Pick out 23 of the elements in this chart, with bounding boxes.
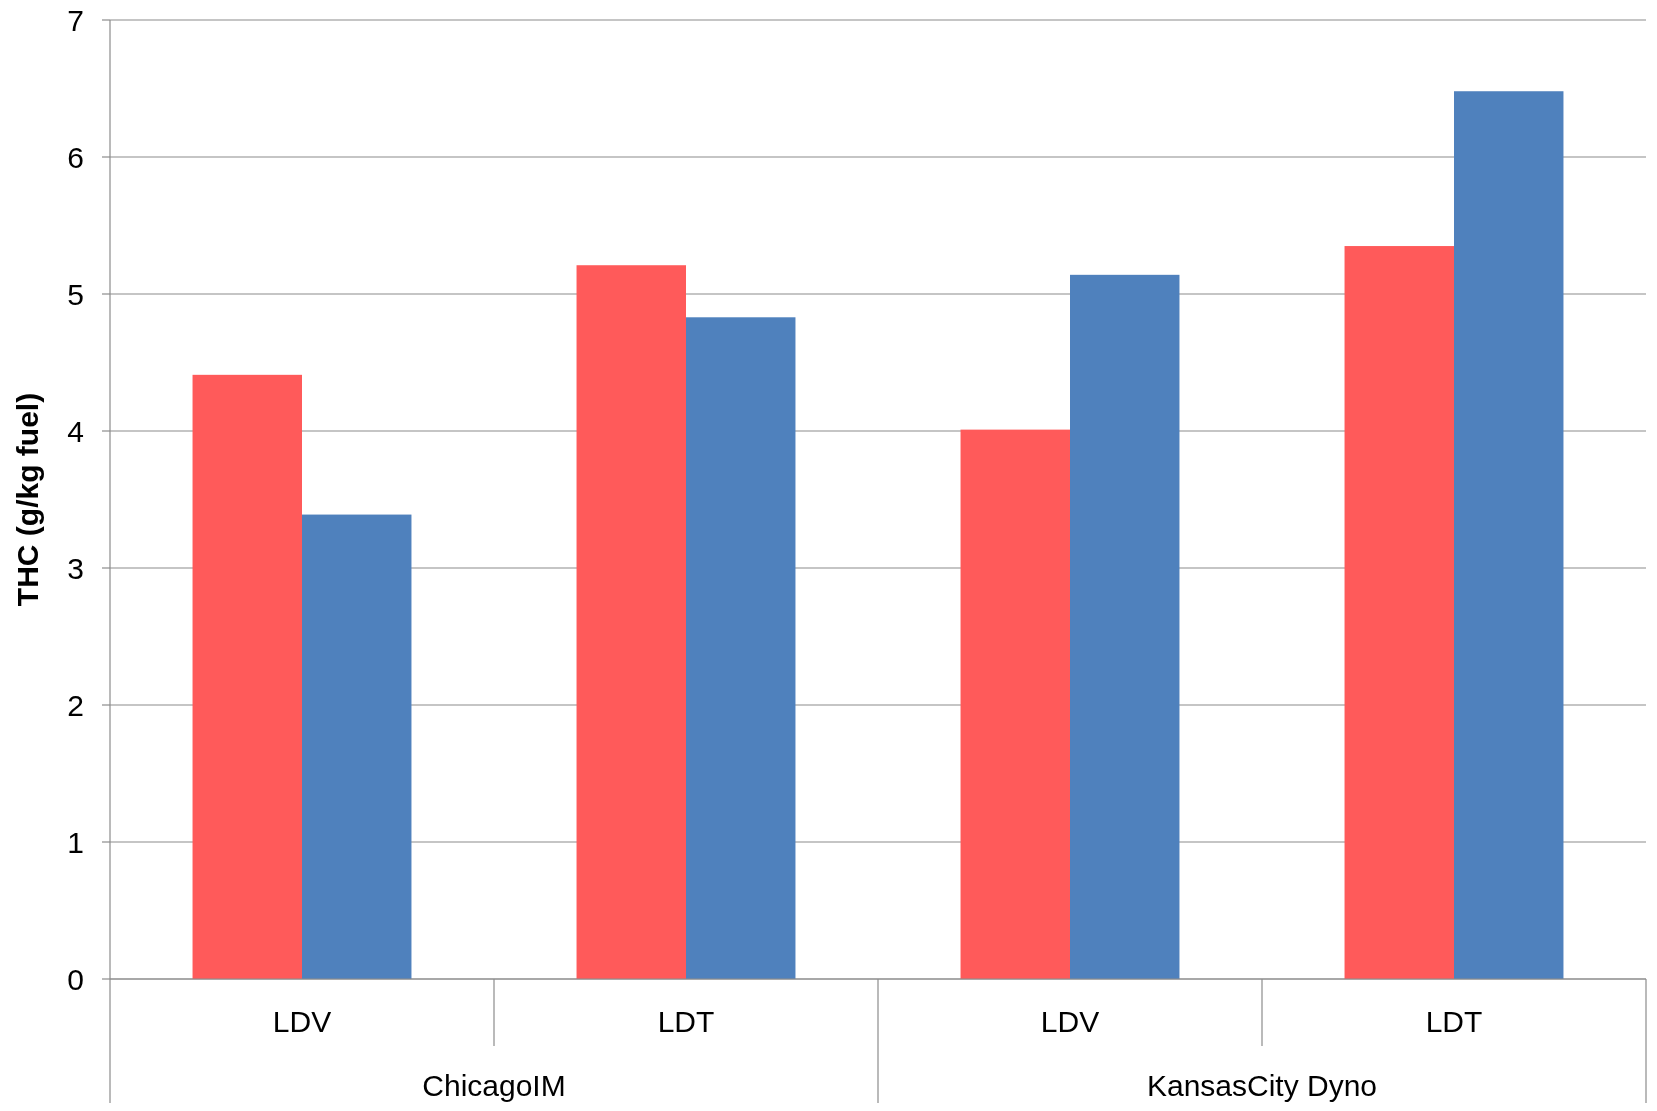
y-tick-label: 2 bbox=[67, 688, 84, 722]
y-tick-label: 0 bbox=[67, 962, 84, 996]
bar bbox=[960, 429, 1070, 979]
y-axis-title: THC (g/kg fuel) bbox=[11, 392, 44, 607]
bar bbox=[1454, 91, 1564, 979]
y-tick-label: 4 bbox=[67, 414, 84, 448]
x-tick-label: LDT bbox=[657, 1005, 715, 1038]
bar bbox=[1070, 274, 1180, 979]
bar bbox=[192, 374, 302, 979]
text: ChicagoIM bbox=[422, 1069, 566, 1102]
x-tick-label: LDV bbox=[272, 1005, 332, 1038]
y-tick-label: 6 bbox=[67, 140, 84, 174]
bar bbox=[302, 514, 412, 979]
bar bbox=[686, 317, 796, 979]
text: KansasCity Dyno bbox=[1146, 1069, 1378, 1102]
x-tick-label: LDT bbox=[1425, 1005, 1483, 1038]
y-tick-label: 1 bbox=[67, 825, 84, 859]
bar bbox=[1344, 246, 1454, 979]
x-tick-label: LDV bbox=[1040, 1005, 1100, 1038]
y-tick-label: 3 bbox=[67, 551, 84, 585]
y-tick-label: 7 bbox=[67, 3, 84, 37]
bar bbox=[576, 265, 686, 979]
y-tick-label: 5 bbox=[67, 277, 84, 311]
